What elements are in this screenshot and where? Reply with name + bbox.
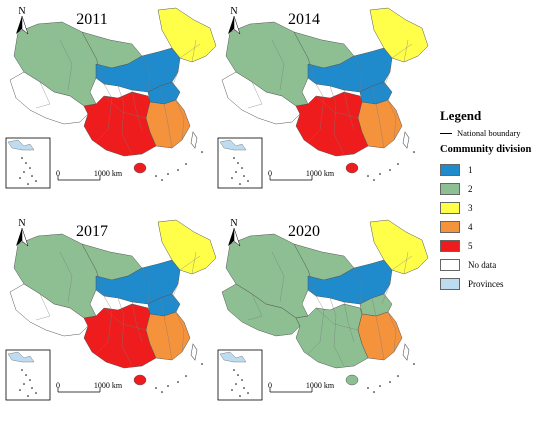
- map-legend: Legend National boundary Community divis…: [440, 108, 548, 293]
- legend-swatch: [440, 220, 460, 233]
- china-map-shape: [217, 219, 429, 401]
- map-2020: N 2020 0 1000 km: [217, 218, 429, 401]
- scale-start-label: 0: [268, 169, 272, 178]
- north-arrow-label: N: [18, 6, 25, 17]
- legend-item-label: 1: [468, 164, 473, 175]
- maps-panel: N 2011 0 1000 km: [5, 6, 429, 401]
- region-northeast: [157, 7, 217, 63]
- north-arrow-label: N: [230, 218, 237, 229]
- legend-item-label: No data: [468, 259, 497, 270]
- legend-swatch: [440, 258, 460, 271]
- legend-swatch: [440, 163, 460, 176]
- community-division-title: Community division: [440, 144, 532, 155]
- scale-end-label: 1000 km: [94, 169, 123, 178]
- legend-item-label: Provinces: [468, 278, 504, 289]
- legend-title: Legend: [440, 108, 482, 123]
- legend-item: 1: [440, 160, 548, 179]
- region-north: [95, 47, 181, 93]
- region-northeast: [369, 219, 429, 275]
- legend-items: 1 2 3 4 5 No data Provinces: [440, 160, 548, 293]
- region-hainan: [133, 374, 147, 386]
- map-year-label: 2011: [76, 11, 107, 28]
- north-arrow-label: N: [18, 218, 25, 229]
- region-north: [307, 259, 393, 305]
- legend-item-label: 3: [468, 202, 473, 213]
- map-year-label: 2017: [76, 223, 108, 240]
- map-2017: N 2017 0 1000 km: [5, 218, 217, 401]
- map-year-label: 2020: [288, 223, 320, 240]
- china-map-shape: [5, 219, 217, 401]
- china-map-shape: [217, 7, 429, 189]
- boundary-line-symbol: [440, 132, 452, 134]
- legend-boundary-row: National boundary: [440, 128, 548, 138]
- legend-item-label: 4: [468, 221, 473, 232]
- map-2014: N 2014 0 1000 km: [217, 6, 429, 189]
- legend-item: 3: [440, 198, 548, 217]
- map-2011: N 2011 0 1000 km: [5, 6, 217, 189]
- region-hainan: [345, 162, 359, 174]
- legend-item: 5: [440, 236, 548, 255]
- scale-start-label: 0: [56, 381, 60, 390]
- legend-item: No data: [440, 255, 548, 274]
- legend-item: 4: [440, 217, 548, 236]
- north-arrow-label: N: [230, 6, 237, 17]
- legend-item: Provinces: [440, 274, 548, 293]
- boundary-label: National boundary: [457, 128, 521, 138]
- scale-end-label: 1000 km: [306, 381, 335, 390]
- legend-swatch: [440, 182, 460, 195]
- scale-start-label: 0: [268, 381, 272, 390]
- legend-item-label: 2: [468, 183, 473, 194]
- legend-swatch: [440, 239, 460, 252]
- scale-end-label: 1000 km: [306, 169, 335, 178]
- scale-end-label: 1000 km: [94, 381, 123, 390]
- region-northeast: [157, 219, 217, 275]
- legend-swatch: [440, 201, 460, 214]
- scale-start-label: 0: [56, 169, 60, 178]
- legend-item: 2: [440, 179, 548, 198]
- legend-item-label: 5: [468, 240, 473, 251]
- region-north: [307, 47, 393, 93]
- region-northeast: [369, 7, 429, 63]
- china-map-shape: [5, 7, 217, 189]
- legend-swatch: [440, 277, 460, 290]
- map-year-label: 2014: [288, 11, 320, 28]
- region-hainan: [133, 162, 147, 174]
- region-hainan: [345, 374, 359, 386]
- region-north: [95, 259, 181, 305]
